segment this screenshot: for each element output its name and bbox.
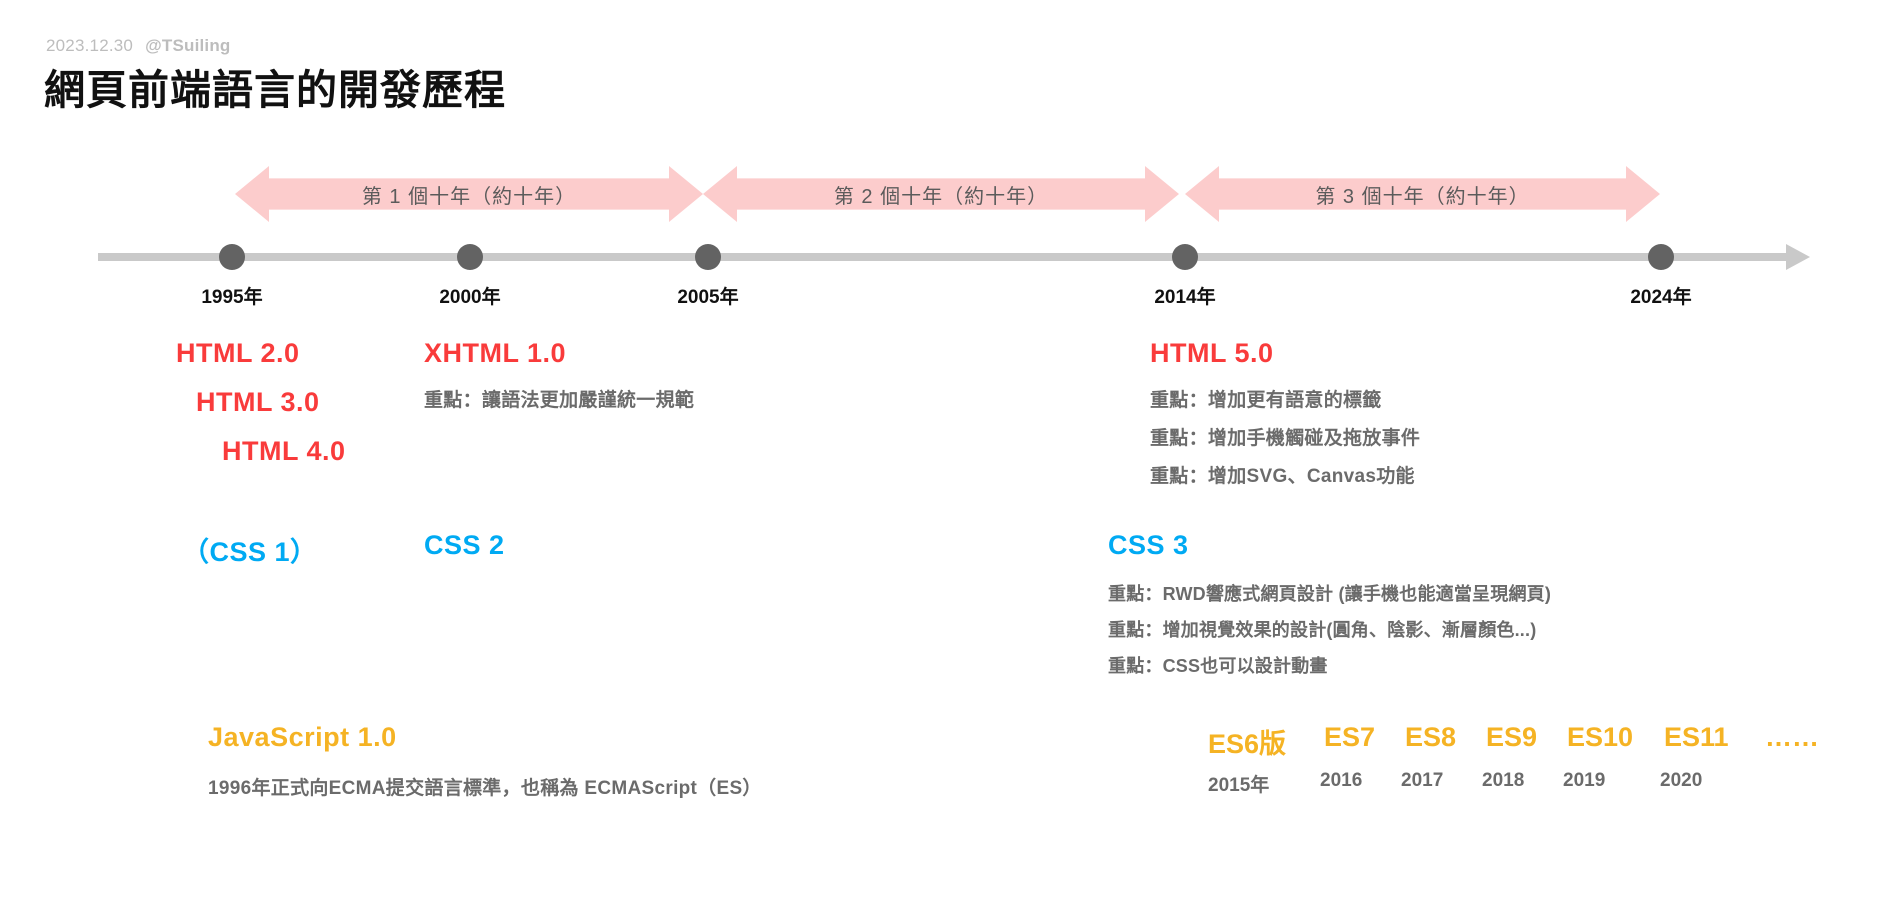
- timeline-node-label-2000: 2000年: [439, 287, 501, 308]
- es-release-name: ES6版: [1208, 729, 1287, 759]
- header-handle: @TSuiling: [145, 36, 231, 55]
- es-release-name: ES7: [1324, 722, 1376, 752]
- timeline-node-dot: [695, 244, 721, 270]
- html-3-0-label: HTML 3.0: [196, 387, 320, 417]
- decade-label: 第 1 個十年（約十年）: [361, 185, 577, 208]
- css-3-note-1: 重點：RWD響應式網頁設計 (讓手機也能適當呈現網頁): [1108, 584, 1552, 604]
- html-2-0-label: HTML 2.0: [176, 338, 300, 368]
- es-release-year: 2020: [1660, 770, 1703, 791]
- header-date: 2023.12.30: [46, 36, 134, 55]
- decade-arrow-icon: [1185, 166, 1660, 222]
- es-release-year: 2015年: [1208, 775, 1270, 796]
- timeline-node-label-2024: 2024年: [1630, 287, 1692, 308]
- html-5-0-note-2: 重點：增加手機觸碰及拖放事件: [1150, 428, 1421, 449]
- html-5-0-note-1: 重點：增加更有語意的標籤: [1150, 390, 1382, 411]
- page-title: 網頁前端語言的開發歷程: [44, 67, 506, 113]
- es-release-row: ES6版 ES7 ES8 ES9 ES10 ES11 …… 2015年 2016…: [1208, 722, 1848, 802]
- timeline-node-dot: [219, 244, 245, 270]
- css-1-label: （CSS 1）: [182, 537, 318, 567]
- css-2-label: CSS 2: [424, 530, 505, 560]
- decade-band-2: 第 2 個十年（約十年）: [703, 166, 1179, 222]
- es-release-year: 2017: [1401, 770, 1444, 791]
- javascript-1-0-note: 1996年正式向ECMA提交語言標準，也稱為 ECMAScript（ES）: [208, 778, 762, 799]
- javascript-1-0-title: JavaScript 1.0: [208, 722, 397, 752]
- timeline-axis: [98, 253, 1788, 261]
- es-release-name: ES8: [1405, 722, 1457, 752]
- xhtml-1-0-note: 重點：讓語法更加嚴謹統一規範: [424, 390, 695, 411]
- timeline-node-dot: [1648, 244, 1674, 270]
- timeline-node-label-2014: 2014年: [1154, 287, 1216, 308]
- header-meta: 2023.12.30 @TSuiling: [46, 36, 231, 56]
- html-5-0-title: HTML 5.0: [1150, 338, 1274, 368]
- timeline-node-label-2005: 2005年: [677, 287, 739, 308]
- html-5-0-note-3: 重點：增加SVG、Canvas功能: [1150, 466, 1415, 487]
- decade-arrow-icon: [235, 166, 703, 222]
- decade-band-3: 第 3 個十年（約十年）: [1185, 166, 1660, 222]
- timeline-node-label-1995: 1995年: [201, 287, 263, 308]
- es-release-name: ES9: [1486, 722, 1538, 752]
- timeline-node-dot: [1172, 244, 1198, 270]
- decade-band-1: 第 1 個十年（約十年）: [235, 166, 703, 222]
- decade-label: 第 2 個十年（約十年）: [833, 185, 1049, 208]
- css-3-note-2: 重點：增加視覺效果的設計(圓角、陰影、漸層顏色...): [1108, 620, 1537, 640]
- decade-label: 第 3 個十年（約十年）: [1315, 185, 1530, 208]
- html-4-0-label: HTML 4.0: [222, 436, 346, 466]
- es-release-year: 2016: [1320, 770, 1363, 791]
- es-release-name: ES11: [1664, 722, 1729, 752]
- css-3-title: CSS 3: [1108, 530, 1189, 560]
- es-release-year: 2019: [1563, 770, 1606, 791]
- timeline-axis-arrowhead-icon: [1786, 244, 1810, 270]
- css-3-note-3: 重點：CSS也可以設計動畫: [1108, 656, 1328, 676]
- xhtml-1-0-title: XHTML 1.0: [424, 338, 567, 368]
- decade-arrow-icon: [703, 166, 1179, 222]
- es-release-year: 2018: [1482, 770, 1525, 791]
- es-release-ellipsis: ……: [1765, 722, 1819, 752]
- timeline-node-dot: [457, 244, 483, 270]
- es-release-name: ES10: [1567, 722, 1634, 752]
